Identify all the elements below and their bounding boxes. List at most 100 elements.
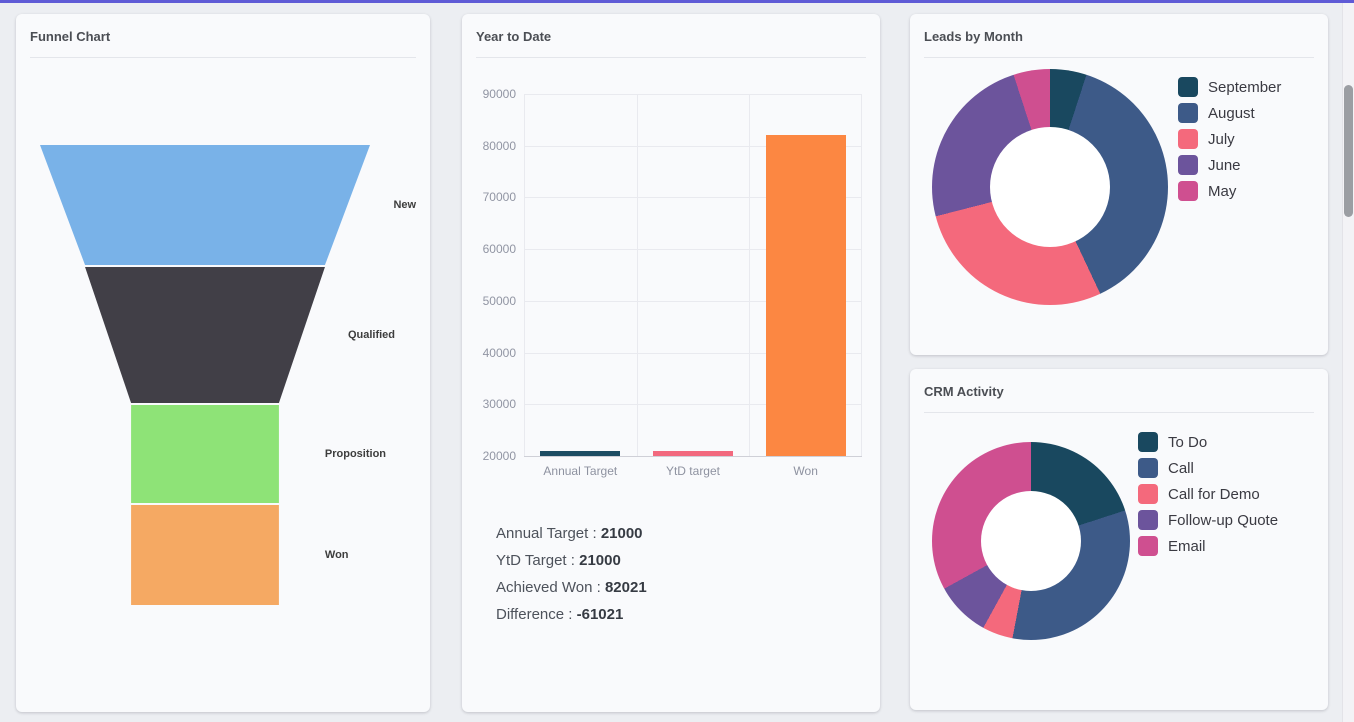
ytd-stats: Annual Target : 21000 YtD Target : 21000…	[496, 520, 647, 628]
x-gridline	[749, 94, 751, 456]
divider	[924, 412, 1314, 413]
funnel-stage[interactable]	[131, 505, 279, 605]
y-gridline	[524, 249, 862, 251]
y-tick-label: 40000	[482, 345, 516, 360]
legend-item[interactable]: May	[1178, 178, 1281, 204]
leads-donut[interactable]	[932, 69, 1168, 305]
legend-swatch-icon	[1178, 155, 1198, 175]
legend-label: Call for Demo	[1168, 485, 1260, 503]
legend-swatch-icon	[1138, 484, 1158, 504]
stat-label: Achieved Won :	[496, 579, 601, 596]
y-gridline	[524, 300, 862, 302]
legend-item[interactable]: July	[1178, 126, 1281, 152]
crm-activity-card: CRM Activity To Do Call Call for Demo Follo…	[910, 369, 1328, 710]
top-accent-bar	[0, 0, 1354, 3]
scrollbar-track[interactable]	[1342, 3, 1354, 722]
divider	[924, 57, 1314, 58]
legend-swatch-icon	[1138, 536, 1158, 556]
card-title: Year to Date	[476, 29, 552, 44]
ytd-plot	[524, 94, 862, 457]
legend-swatch-icon	[1138, 458, 1158, 478]
stat-value: 82021	[604, 579, 647, 596]
legend-label: To Do	[1168, 433, 1208, 451]
legend-label: Follow-up Quote	[1168, 511, 1279, 529]
legend-swatch-icon	[1178, 103, 1198, 123]
funnel-stage-label: New	[393, 199, 417, 211]
stat-label: YtD Target :	[496, 552, 575, 569]
legend-label: May	[1208, 182, 1237, 200]
funnel-shapes	[40, 145, 370, 607]
y-tick-label: 80000	[482, 138, 516, 153]
x-tick-label: Annual Target	[543, 464, 618, 478]
funnel-stage[interactable]	[40, 145, 370, 265]
funnel-stage-label: Won	[324, 549, 349, 561]
x-gridline	[636, 94, 638, 456]
stat-row: Annual Target : 21000	[496, 520, 647, 547]
legend-item[interactable]: Call	[1138, 455, 1278, 481]
legend-item[interactable]: To Do	[1138, 429, 1278, 455]
y-gridline	[524, 94, 862, 95]
y-gridline	[524, 352, 862, 354]
legend-swatch-icon	[1138, 432, 1158, 452]
legend-swatch-icon	[1138, 510, 1158, 530]
funnel-chart-card: Funnel Chart New Qualified Proposition Won	[16, 14, 430, 712]
legend-label: August	[1208, 104, 1255, 122]
stat-row: YtD Target : 21000	[496, 547, 647, 574]
legend-item[interactable]: June	[1178, 152, 1281, 178]
legend-swatch-icon	[1178, 129, 1198, 149]
legend-swatch-icon	[1178, 181, 1198, 201]
stat-row: Difference : -61021	[496, 601, 647, 628]
y-tick-label: 50000	[482, 293, 516, 308]
legend-item[interactable]: September	[1178, 74, 1281, 100]
ytd-yaxis: 90000 80000 70000 60000 50000 40000 30000 20000	[462, 87, 516, 463]
card-title: Funnel Chart	[30, 29, 111, 44]
stat-row: Achieved Won : 82021	[496, 574, 647, 601]
y-tick-label: 30000	[482, 397, 516, 412]
legend-label: June	[1208, 156, 1241, 174]
card-title: Leads by Month	[924, 29, 1023, 44]
legend-item[interactable]: Follow-up Quote	[1138, 507, 1278, 533]
funnel-stage[interactable]	[131, 405, 279, 503]
year-to-date-card: Year to Date 90000 80000 70000 60000 50000 40…	[462, 14, 880, 712]
donut-hole	[990, 127, 1110, 247]
y-gridline	[524, 404, 862, 406]
bar-won[interactable]	[765, 135, 846, 456]
legend-label: Call	[1168, 459, 1194, 477]
funnel-stage[interactable]	[85, 267, 325, 403]
legend-label: September	[1208, 78, 1282, 96]
stat-label: Annual Target :	[496, 525, 597, 542]
funnel-stage-label: Proposition	[324, 448, 387, 460]
card-title: CRM Activity	[924, 384, 1004, 399]
ytd-xaxis: Annual Target YtD target Won	[524, 464, 862, 482]
legend-label: July	[1208, 130, 1235, 148]
funnel-stage-label: Qualified	[347, 329, 395, 341]
stat-value: 21000	[600, 525, 643, 542]
legend-item[interactable]: Call for Demo	[1138, 481, 1278, 507]
legend-swatch-icon	[1178, 77, 1198, 97]
donut-hole	[981, 491, 1081, 591]
divider	[476, 57, 866, 58]
bar-annual-target[interactable]	[540, 450, 621, 456]
crm-legend: To Do Call Call for Demo Follow-up Quote Ema…	[1138, 429, 1278, 559]
crm-donut[interactable]	[932, 442, 1130, 640]
x-tick-label: Won	[793, 464, 818, 478]
stat-label: Difference :	[496, 606, 573, 623]
y-tick-label: 90000	[482, 87, 516, 101]
legend-item[interactable]: August	[1178, 100, 1281, 126]
scrollbar-thumb[interactable]	[1344, 85, 1353, 217]
leads-legend: September August July June May	[1178, 74, 1281, 204]
y-tick-label: 20000	[482, 449, 516, 463]
leads-by-month-card: Leads by Month September August July June Ma…	[910, 14, 1328, 355]
divider	[30, 57, 416, 58]
legend-item[interactable]: Email	[1138, 533, 1278, 559]
y-tick-label: 70000	[482, 190, 516, 205]
y-gridline	[524, 197, 862, 199]
x-gridline	[524, 94, 525, 456]
x-gridline	[861, 94, 862, 456]
bar-ytd-target[interactable]	[653, 450, 733, 456]
y-gridline	[524, 145, 862, 147]
stat-value: 21000	[579, 552, 621, 569]
y-tick-label: 60000	[482, 242, 516, 257]
x-tick-label: YtD target	[665, 464, 720, 478]
stat-value: -61021	[576, 606, 624, 623]
